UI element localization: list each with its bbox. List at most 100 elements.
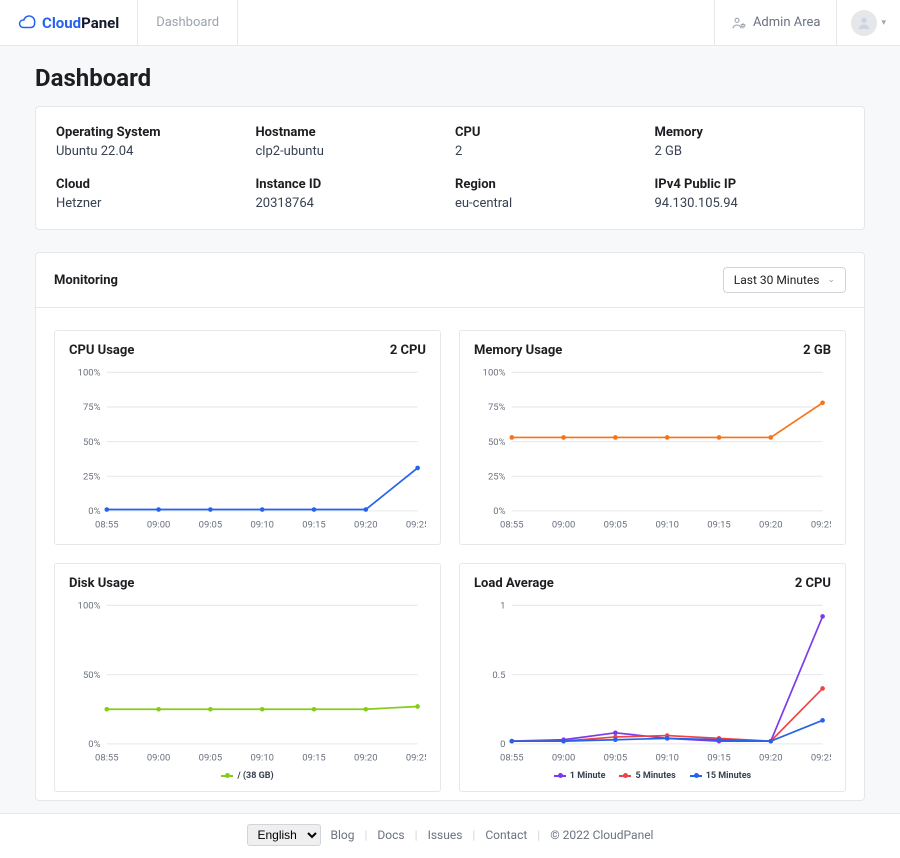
info-instance-value: 20318764: [256, 196, 446, 211]
svg-text:0: 0: [500, 739, 505, 750]
chart-load-legend: 1 Minute5 Minutes15 Minutes: [474, 771, 831, 781]
page-title: Dashboard: [35, 64, 865, 92]
info-ip: IPv4 Public IP 94.130.105.94: [655, 177, 845, 211]
info-cpu: CPU 2: [455, 125, 645, 159]
topbar: CloudPanel Dashboard Admin Area ▾: [0, 0, 900, 46]
svg-text:09:05: 09:05: [199, 520, 223, 531]
brand-text-panel: Panel: [81, 14, 119, 32]
info-region-value: eu-central: [455, 196, 645, 211]
info-hostname-label: Hostname: [256, 125, 446, 140]
chart-cpu-subtitle: 2 CPU: [390, 343, 426, 358]
info-hostname-value: clp2-ubuntu: [256, 144, 446, 159]
info-memory-label: Memory: [655, 125, 845, 140]
svg-text:50%: 50%: [488, 437, 506, 448]
svg-text:09:00: 09:00: [147, 753, 171, 764]
time-range-select[interactable]: Last 30 Minutes ⌄: [723, 267, 846, 293]
info-instance-label: Instance ID: [256, 177, 446, 192]
chart-load-title: Load Average: [474, 576, 554, 591]
svg-text:50%: 50%: [83, 437, 101, 448]
chart-disk-title: Disk Usage: [69, 576, 134, 591]
monitoring-title: Monitoring: [54, 273, 118, 288]
legend-item: 5 Minutes: [619, 771, 675, 781]
svg-text:09:05: 09:05: [604, 753, 628, 764]
language-select[interactable]: English: [247, 824, 321, 846]
chart-cpu-svg: 0%25%50%75%100%08:5509:0009:0509:1009:15…: [69, 366, 426, 534]
svg-text:09:25: 09:25: [406, 520, 426, 531]
info-os-label: Operating System: [56, 125, 246, 140]
svg-text:09:00: 09:00: [552, 753, 576, 764]
svg-text:09:00: 09:00: [552, 520, 576, 531]
footer-blog-link[interactable]: Blog: [331, 828, 355, 842]
svg-text:09:25: 09:25: [811, 520, 831, 531]
svg-text:09:10: 09:10: [655, 520, 679, 531]
svg-text:09:10: 09:10: [655, 753, 679, 764]
info-cpu-label: CPU: [455, 125, 645, 140]
info-os: Operating System Ubuntu 22.04: [56, 125, 246, 159]
svg-text:08:55: 08:55: [500, 520, 524, 531]
svg-text:09:05: 09:05: [604, 520, 628, 531]
chart-load-svg: 0 0.5 1 08:55 09:00 09:05 09:10 09:15 09:20 09:25: [474, 599, 831, 767]
info-ip-label: IPv4 Public IP: [655, 177, 845, 192]
admin-gear-icon: [731, 15, 747, 31]
svg-text:75%: 75%: [83, 402, 101, 413]
footer-contact-link[interactable]: Contact: [485, 828, 527, 842]
svg-text:09:15: 09:15: [707, 520, 731, 531]
chart-memory-svg: 0%25%50%75%100%08:5509:0009:0509:1009:15…: [474, 366, 831, 534]
svg-text:100%: 100%: [78, 600, 101, 611]
info-os-value: Ubuntu 22.04: [56, 144, 246, 159]
chart-load: Load Average 2 CPU 00.5108:5509:0009:050…: [459, 563, 846, 792]
svg-text:09:20: 09:20: [354, 520, 378, 531]
avatar-icon: [851, 10, 877, 36]
footer-issues-link[interactable]: Issues: [428, 828, 463, 842]
svg-text:0%: 0%: [88, 739, 100, 750]
svg-text:09:25: 09:25: [406, 753, 426, 764]
chart-cpu-title: CPU Usage: [69, 343, 134, 358]
info-region: Region eu-central: [455, 177, 645, 211]
info-memory: Memory 2 GB: [655, 125, 845, 159]
footer-copyright: © 2022 CloudPanel: [550, 828, 653, 842]
svg-text:09:15: 09:15: [707, 753, 731, 764]
legend-item: 1 Minute: [554, 771, 606, 781]
info-memory-value: 2 GB: [655, 144, 845, 159]
svg-text:08:55: 08:55: [500, 753, 524, 764]
admin-area-label: Admin Area: [753, 15, 821, 30]
nav-dashboard-label: Dashboard: [156, 15, 219, 30]
chart-disk: Disk Usage 0%50%100%08:5509:0009:0509:10…: [54, 563, 441, 792]
info-hostname: Hostname clp2-ubuntu: [256, 125, 446, 159]
chart-memory-title: Memory Usage: [474, 343, 562, 358]
svg-text:09:20: 09:20: [759, 520, 783, 531]
footer: English Blog | Docs | Issues | Contact |…: [0, 813, 900, 858]
info-instance: Instance ID 20318764: [256, 177, 446, 211]
chart-disk-legend: / (38 GB): [69, 771, 426, 781]
svg-text:100%: 100%: [78, 367, 101, 378]
svg-text:09:05: 09:05: [199, 753, 223, 764]
admin-area-link[interactable]: Admin Area: [714, 0, 837, 45]
info-cpu-value: 2: [455, 144, 645, 159]
user-menu[interactable]: ▾: [836, 0, 900, 45]
svg-text:09:20: 09:20: [759, 753, 783, 764]
svg-text:08:55: 08:55: [95, 520, 119, 531]
nav-dashboard[interactable]: Dashboard: [138, 0, 238, 45]
chart-memory: Memory Usage 2 GB 0%25%50%75%100%08:5509…: [459, 330, 846, 545]
svg-text:75%: 75%: [488, 402, 506, 413]
cloud-logo-icon: [18, 14, 36, 32]
info-cloud: Cloud Hetzner: [56, 177, 246, 211]
svg-text:08:55: 08:55: [95, 753, 119, 764]
svg-text:09:15: 09:15: [302, 520, 326, 531]
svg-text:09:00: 09:00: [147, 520, 171, 531]
legend-item: / (38 GB): [221, 771, 273, 781]
brand[interactable]: CloudPanel: [0, 0, 138, 45]
svg-text:1: 1: [500, 600, 505, 611]
svg-text:09:25: 09:25: [811, 753, 831, 764]
svg-text:0%: 0%: [493, 506, 505, 517]
svg-text:0.5: 0.5: [492, 670, 505, 681]
chart-disk-svg: 0%50%100%08:5509:0009:0509:1009:1509:200…: [69, 599, 426, 767]
footer-docs-link[interactable]: Docs: [377, 828, 404, 842]
chart-load-subtitle: 2 CPU: [795, 576, 831, 591]
svg-text:25%: 25%: [488, 471, 506, 482]
chevron-down-icon: ▾: [881, 18, 886, 28]
chart-cpu: CPU Usage 2 CPU 0%25%50%75%100%08:5509:0…: [54, 330, 441, 545]
info-cloud-label: Cloud: [56, 177, 246, 192]
chart-memory-subtitle: 2 GB: [803, 343, 831, 358]
chevron-down-icon: ⌄: [827, 275, 835, 285]
